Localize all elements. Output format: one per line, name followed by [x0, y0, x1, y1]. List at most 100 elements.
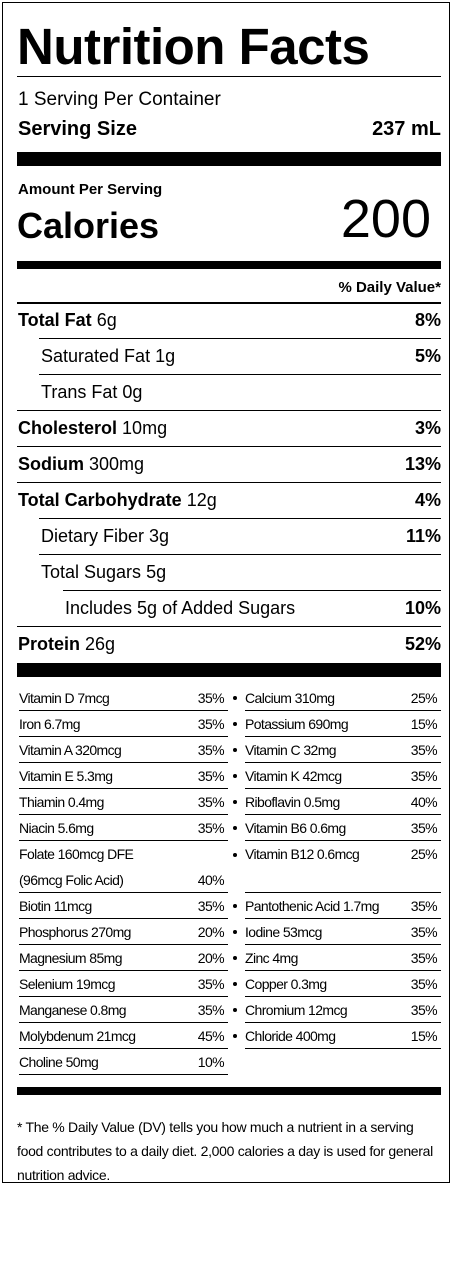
- bullet-icon: [233, 956, 237, 960]
- amount-per-serving: Amount Per Serving: [18, 181, 163, 198]
- vitamin-name: Manganese 0.8mg: [19, 1002, 127, 1018]
- vitamin-cell: Folate 160mcg DFE (96mcg Folic Acid) 40%: [19, 841, 228, 893]
- vitamin-name: Iodine 53mcg: [245, 924, 322, 940]
- nutrient-amount: 6g: [96, 310, 117, 330]
- vitamin-dv: 20%: [197, 950, 225, 966]
- cell-divider: [19, 736, 228, 737]
- vitamin-name: Vitamin K 42mcg: [245, 768, 342, 784]
- vitamin-name: Copper 0.3mg: [245, 976, 327, 992]
- vitamin-dv: 35%: [197, 768, 225, 784]
- row-divider: [39, 553, 441, 555]
- nutrient-row-added-sugars: Includes 5g of Added Sugars 10%: [17, 591, 441, 627]
- row-divider: [17, 625, 441, 627]
- cell-divider: [245, 814, 441, 815]
- row-divider: [39, 373, 441, 375]
- vitamin-cell: Vitamin E 5.3mg 35%: [19, 763, 228, 789]
- vitamin-cell: Vitamin D 7mcg 35%: [19, 685, 228, 711]
- vitamin-dv: 35%: [410, 820, 438, 836]
- vitamin-cell: Molybdenum 21mcg 45%: [19, 1023, 228, 1049]
- vitamin-name: Vitamin B12 0.6mcg: [245, 846, 360, 862]
- daily-value-rule: [17, 302, 441, 304]
- nutrient-row-cholesterol: Cholesterol 10mg 3%: [17, 411, 441, 447]
- vitamin-dv: 35%: [410, 898, 438, 914]
- nutrient-dv: 52%: [404, 634, 441, 654]
- nutrient-amount: 12g: [186, 490, 217, 510]
- vitamin-dv: 25%: [410, 846, 438, 862]
- vitamin-cell: Calcium 310mg 25%: [245, 685, 441, 711]
- nutrient-row-trans-fat: Trans Fat 0g: [17, 375, 441, 411]
- row-divider: [17, 445, 441, 447]
- vitamin-name: Molybdenum 21mcg: [19, 1028, 136, 1044]
- row-divider: [39, 337, 441, 339]
- calories-label: Calories: [17, 205, 160, 246]
- nutrient-row-total-fat: Total Fat 6g 8%: [17, 303, 441, 339]
- vitamin-name: Choline 50mg: [19, 1054, 99, 1070]
- vitamin-name: Vitamin B6 0.6mg: [245, 820, 346, 836]
- vitamin-cell: Phosphorus 270mg 20%: [19, 919, 228, 945]
- label-title: Nutrition Facts: [17, 18, 370, 75]
- vitamin-dv: 35%: [197, 742, 225, 758]
- vitamin-name: Vitamin C 32mg: [245, 742, 337, 758]
- bullet-icon: [233, 982, 237, 986]
- serving-size-label: Serving Size: [18, 118, 137, 140]
- nutrient-name: Total Carbohydrate: [18, 490, 182, 510]
- bullet-icon: [233, 800, 237, 804]
- nutrient-name: Total Sugars: [41, 562, 142, 582]
- bullet-icon: [233, 1034, 237, 1038]
- nutrient-name: Protein: [18, 634, 81, 654]
- vitamin-dv: 35%: [410, 1002, 438, 1018]
- vitamin-cell: Chromium 12mcg 35%: [245, 997, 441, 1023]
- vitamin-cell: Iron 6.7mg 35%: [19, 711, 228, 737]
- vitamin-dv: 35%: [197, 794, 225, 810]
- bullet-icon: [233, 774, 237, 778]
- vitamin-cell: Zinc 4mg 35%: [245, 945, 441, 971]
- vitamin-name: Zinc 4mg: [245, 950, 298, 966]
- cell-divider: [245, 944, 441, 945]
- bullet-icon: [233, 904, 237, 908]
- nutrient-dv: 8%: [414, 310, 441, 330]
- bullet-icon: [233, 748, 237, 752]
- vitamin-dv: 10%: [197, 1054, 225, 1070]
- nutrient-dv: 11%: [405, 526, 441, 546]
- vitamin-dv: 35%: [197, 976, 225, 992]
- bullet-icon: [233, 1008, 237, 1012]
- vitamin-dv: 40%: [410, 794, 438, 810]
- vitamin-cell: Chloride 400mg 15%: [245, 1023, 441, 1049]
- vitamin-name: Iron 6.7mg: [19, 716, 81, 732]
- nutrient-amount: 5g: [146, 562, 167, 582]
- title-rule: [17, 76, 441, 77]
- vitamin-cell: Pantothenic Acid 1.7mg 35%: [245, 893, 441, 919]
- cell-divider: [19, 788, 228, 789]
- footnote-rule: [17, 1087, 441, 1095]
- daily-value-header: % Daily Value*: [338, 279, 441, 296]
- protein-thick-rule: [17, 663, 441, 677]
- servings-per-container: 1 Serving Per Container: [18, 89, 221, 110]
- vitamin-dv: 15%: [410, 1028, 438, 1044]
- nutrient-amount: 1g: [155, 346, 176, 366]
- nutrient-name: Includes 5g of Added Sugars: [65, 598, 296, 618]
- vitamin-cell: Manganese 0.8mg 35%: [19, 997, 228, 1023]
- cell-divider: [245, 1048, 441, 1049]
- bullet-icon: [233, 696, 237, 700]
- cell-divider: [245, 736, 441, 737]
- vitamin-name: Phosphorus 270mg: [19, 924, 131, 940]
- nutrient-amount: 3g: [149, 526, 170, 546]
- bullet-icon: [233, 853, 237, 857]
- cell-divider: [19, 970, 228, 971]
- cell-divider: [19, 1048, 228, 1049]
- vitamin-dv: 35%: [410, 976, 438, 992]
- nutrient-dv: 13%: [404, 454, 441, 474]
- vitamin-dv: 35%: [197, 820, 225, 836]
- nutrient-row-dietary-fiber: Dietary Fiber 3g 11%: [17, 519, 441, 555]
- vitamin-name: Potassium 690mg: [245, 716, 349, 732]
- vitamin-name: (96mcg Folic Acid): [19, 872, 124, 888]
- nutrient-name: Trans Fat: [41, 382, 118, 402]
- serving-thick-rule: [17, 152, 441, 166]
- nutrient-dv: 4%: [414, 490, 441, 510]
- vitamin-name: Niacin 5.6mg: [19, 820, 94, 836]
- vitamin-name: Pantothenic Acid 1.7mg: [245, 898, 380, 914]
- cell-divider: [245, 788, 441, 789]
- vitamin-dv: 35%: [410, 924, 438, 940]
- nutrient-dv: 3%: [414, 418, 441, 438]
- cell-divider: [245, 996, 441, 997]
